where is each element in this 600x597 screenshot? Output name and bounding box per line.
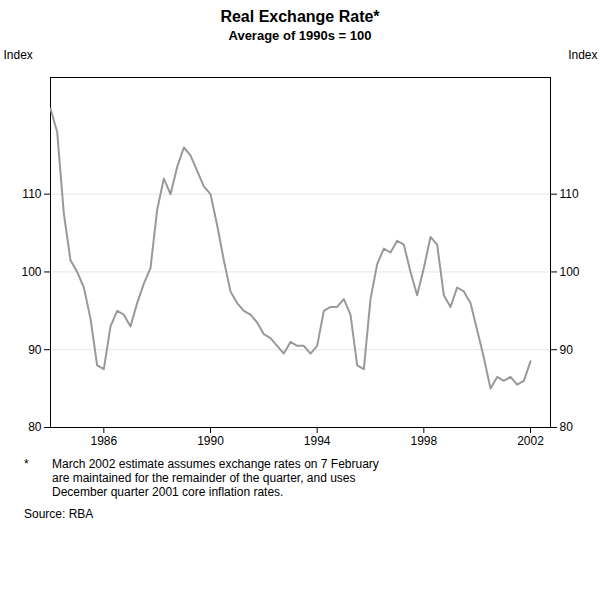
svg-text:110: 110 bbox=[560, 187, 579, 201]
svg-text:90: 90 bbox=[28, 343, 42, 357]
svg-text:110: 110 bbox=[22, 187, 41, 201]
html-text:Real Exchange Rate*: Real Exchange Rate* bbox=[220, 8, 380, 25]
svg-text:100: 100 bbox=[21, 265, 41, 279]
svg-text:80: 80 bbox=[28, 420, 42, 434]
svg-text:80: 80 bbox=[560, 420, 574, 434]
svg-text:1998: 1998 bbox=[410, 434, 437, 448]
svg-text:Index: Index bbox=[568, 48, 597, 62]
html-text:March 2002 estimate assumes ex: March 2002 estimate assumes exchange rat… bbox=[52, 457, 379, 499]
svg-text:2002: 2002 bbox=[517, 434, 544, 448]
svg-text:1986: 1986 bbox=[90, 434, 117, 448]
html-text:Average of 1990s = 100: Average of 1990s = 100 bbox=[228, 28, 372, 43]
svg-text:100: 100 bbox=[560, 265, 580, 279]
html-text:Source: RBA: Source: RBA bbox=[24, 507, 94, 521]
svg-text:1994: 1994 bbox=[304, 434, 331, 448]
svg-text:90: 90 bbox=[560, 343, 574, 357]
svg-text:1990: 1990 bbox=[197, 434, 224, 448]
svg-text:Index: Index bbox=[4, 48, 33, 62]
